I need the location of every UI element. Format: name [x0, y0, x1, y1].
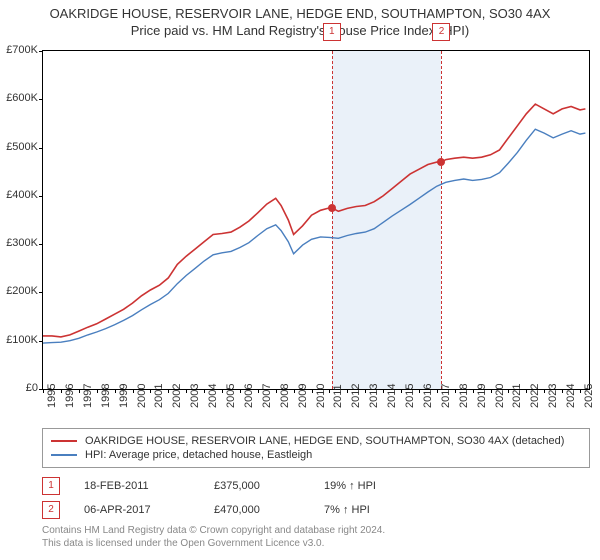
chart-plot-area: 12: [42, 50, 590, 390]
sale-price: £470,000: [214, 504, 324, 516]
x-axis-label: 2022: [529, 384, 541, 408]
sale-marker: 2: [432, 23, 450, 41]
x-axis-label: 2020: [494, 384, 506, 408]
y-axis-label: £400K: [0, 189, 38, 201]
sale-index-box: 1: [42, 477, 60, 495]
x-axis-label: 2002: [171, 384, 183, 408]
y-axis-label: £100K: [0, 334, 38, 346]
sale-row: 1 18-FEB-2011£375,00019% ↑ HPI: [42, 474, 590, 498]
x-axis-label: 2004: [207, 384, 219, 408]
legend: OAKRIDGE HOUSE, RESERVOIR LANE, HEDGE EN…: [42, 428, 590, 468]
x-axis-label: 2007: [261, 384, 273, 408]
footer: Contains HM Land Registry data © Crown c…: [42, 524, 590, 550]
x-axis-label: 2008: [279, 384, 291, 408]
x-axis-label: 1995: [46, 384, 58, 408]
x-axis-label: 1998: [100, 384, 112, 408]
footer-line-1: Contains HM Land Registry data © Crown c…: [42, 524, 590, 537]
y-axis-label: £500K: [0, 141, 38, 153]
x-axis-label: 2010: [315, 384, 327, 408]
x-axis-label: 2016: [422, 384, 434, 408]
sale-pct-vs-hpi: 7% ↑ HPI: [324, 504, 444, 516]
x-axis-label: 2025: [583, 384, 595, 408]
y-axis-label: £600K: [0, 92, 38, 104]
x-axis-label: 2009: [297, 384, 309, 408]
sale-date: 06-APR-2017: [84, 504, 214, 516]
sale-pct-vs-hpi: 19% ↑ HPI: [324, 480, 444, 492]
sale-date: 18-FEB-2011: [84, 480, 214, 492]
title-line-1: OAKRIDGE HOUSE, RESERVOIR LANE, HEDGE EN…: [0, 0, 600, 21]
x-axis-label: 2006: [243, 384, 255, 408]
y-axis-label: £200K: [0, 285, 38, 297]
legend-swatch: [51, 454, 77, 456]
sale-marker: 1: [323, 23, 341, 41]
x-axis-label: 2024: [565, 384, 577, 408]
x-axis-label: 2023: [547, 384, 559, 408]
x-axis-label: 2014: [386, 384, 398, 408]
x-axis-label: 1999: [118, 384, 130, 408]
x-axis-label: 2017: [440, 384, 452, 408]
series-property: [43, 104, 585, 337]
x-axis-label: 2011: [332, 384, 344, 408]
sale-row: 2 06-APR-2017£470,0007% ↑ HPI: [42, 498, 590, 522]
x-axis-label: 2003: [189, 384, 201, 408]
x-axis-label: 2013: [368, 384, 380, 408]
x-axis-label: 2015: [404, 384, 416, 408]
legend-row: HPI: Average price, detached house, East…: [51, 448, 581, 462]
y-axis-label: £700K: [0, 44, 38, 56]
legend-swatch: [51, 440, 77, 442]
x-axis-label: 2000: [136, 384, 148, 408]
x-axis-label: 1996: [64, 384, 76, 408]
sale-point: [437, 158, 445, 166]
x-axis-label: 2019: [476, 384, 488, 408]
x-axis-label: 2018: [458, 384, 470, 408]
footer-line-2: This data is licensed under the Open Gov…: [42, 537, 590, 550]
series-hpi: [43, 129, 585, 343]
chart-lines: [43, 51, 589, 389]
legend-label: OAKRIDGE HOUSE, RESERVOIR LANE, HEDGE EN…: [85, 435, 564, 447]
x-axis-label: 1997: [82, 384, 94, 408]
sale-point: [328, 204, 336, 212]
y-axis-label: £0: [0, 382, 38, 394]
x-axis-label: 2021: [511, 384, 523, 408]
sale-price: £375,000: [214, 480, 324, 492]
sale-index-box: 2: [42, 501, 60, 519]
y-axis-label: £300K: [0, 237, 38, 249]
x-axis-label: 2012: [350, 384, 362, 408]
x-axis-label: 2005: [225, 384, 237, 408]
title-line-2: Price paid vs. HM Land Registry's House …: [0, 21, 600, 42]
legend-label: HPI: Average price, detached house, East…: [85, 449, 312, 461]
x-axis-label: 2001: [153, 384, 165, 408]
legend-row: OAKRIDGE HOUSE, RESERVOIR LANE, HEDGE EN…: [51, 434, 581, 448]
sales-table: 1 18-FEB-2011£375,00019% ↑ HPI 2 06-APR-201…: [42, 474, 590, 522]
